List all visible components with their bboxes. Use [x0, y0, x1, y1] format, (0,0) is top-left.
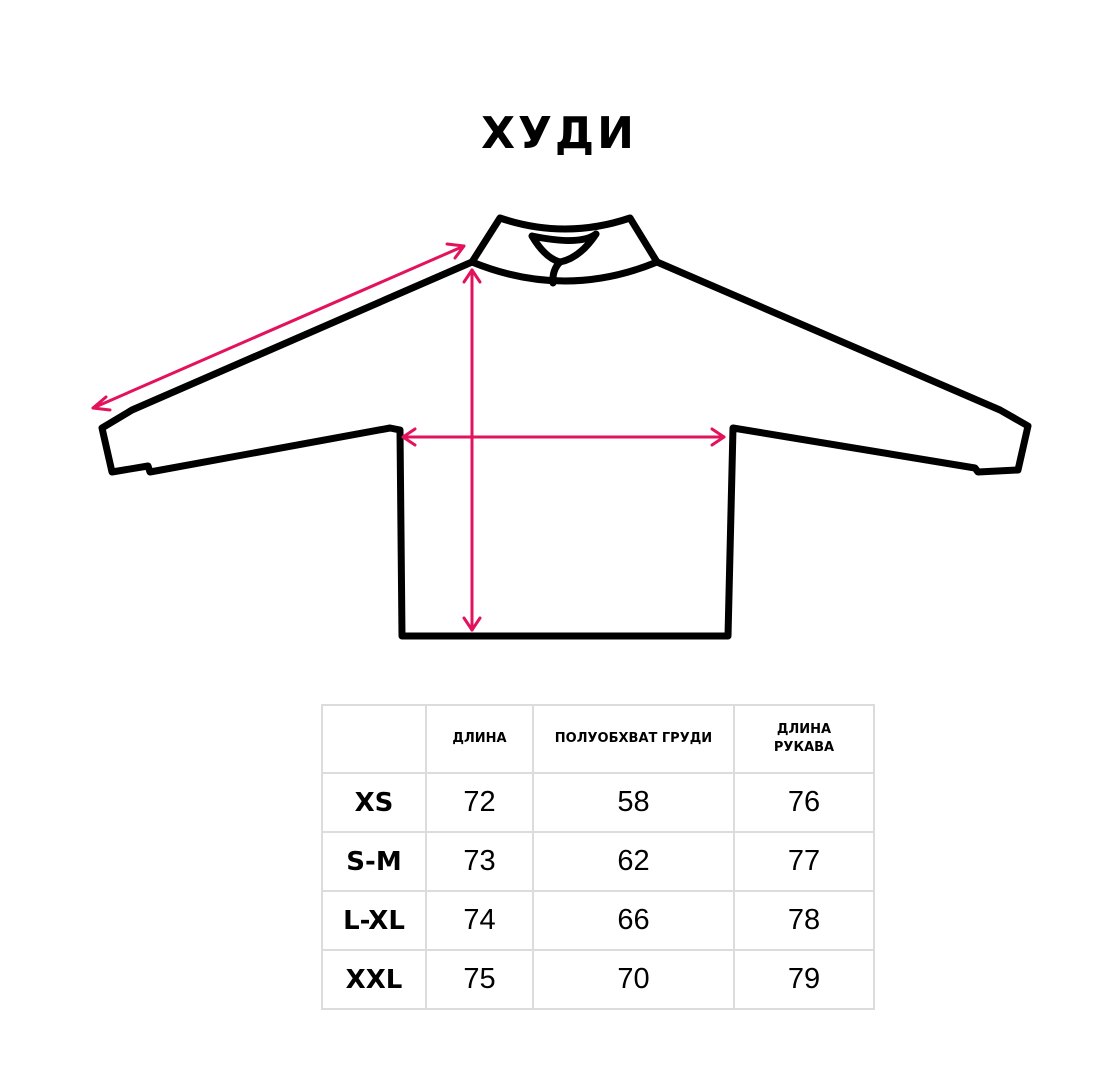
sleeve-cell: 77: [733, 831, 875, 892]
size-label: XS: [321, 772, 427, 833]
length-cell: 75: [425, 949, 534, 1010]
size-label: L-XL: [321, 890, 427, 951]
sleeve-cell: 79: [733, 949, 875, 1010]
chest-cell: 70: [532, 949, 735, 1010]
length-cell: 72: [425, 772, 534, 833]
measure-arrows: [91, 242, 726, 632]
sleeve-cell: 78: [733, 890, 875, 951]
length-cell: 74: [425, 890, 534, 951]
hood-seam: [549, 258, 564, 287]
header-length: ДЛИНА: [425, 704, 534, 774]
sleeve-cell: 76: [733, 772, 875, 833]
table-row: S-M 73 62 77: [321, 831, 875, 892]
table-row: XS 72 58 76: [321, 772, 875, 833]
size-label: S-M: [321, 831, 427, 892]
table-row: L-XL 74 66 78: [321, 890, 875, 951]
table-header-row: ДЛИНА ПОЛУОБХВАТ ГРУДИ ДЛИНА РУКАВА: [321, 704, 875, 774]
chest-cell: 62: [532, 831, 735, 892]
size-label: XXL: [321, 949, 427, 1010]
chest-cell: 66: [532, 890, 735, 951]
hoodie-diagram: [91, 214, 1032, 640]
chest-cell: 58: [532, 772, 735, 833]
table-row: XXL 75 70 79: [321, 949, 875, 1010]
hoodie-body: [98, 258, 1032, 640]
chest-width-arrow: [401, 427, 726, 447]
length-cell: 73: [425, 831, 534, 892]
header-sleeve: ДЛИНА РУКАВА: [733, 704, 875, 774]
body-length-arrow: [462, 268, 482, 632]
header-empty: [321, 704, 427, 774]
sleeve-length-arrow: [91, 242, 466, 412]
header-chest: ПОЛУОБХВАТ ГРУДИ: [532, 704, 735, 774]
hood-collar: [468, 214, 661, 285]
size-table: ДЛИНА ПОЛУОБХВАТ ГРУДИ ДЛИНА РУКАВА XS 7…: [321, 704, 875, 1010]
hood-opening: [528, 230, 600, 266]
hoodie-outline: [98, 214, 1032, 640]
page-title: ХУДИ: [481, 108, 637, 159]
